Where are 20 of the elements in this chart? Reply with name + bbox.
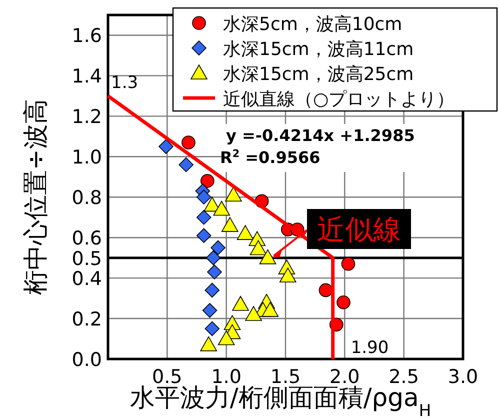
- y-tick-label: 1.2: [72, 106, 102, 128]
- y-axis-title: 桁中心位置÷波高: [21, 99, 50, 295]
- point: [341, 256, 356, 271]
- x-tick-label: 3.0: [448, 366, 478, 388]
- y-tick-label: 0.4: [72, 268, 102, 290]
- legend-label: 水深15cm，波高25cm: [223, 64, 414, 85]
- y-tick-label: 1.4: [72, 66, 102, 88]
- annotation: 1.3: [111, 72, 138, 93]
- y-tick-label: 1.0: [72, 146, 102, 169]
- legend-label: 水深5cm，波高10cm: [223, 14, 402, 35]
- y-tick-label: 0.8: [72, 187, 102, 210]
- annotation: 近似線: [317, 213, 401, 246]
- legend-label: 水深15cm，波高11cm: [223, 39, 414, 60]
- y-tick-label: 0.2: [72, 308, 102, 331]
- y-tick-label: 1.6: [72, 25, 102, 48]
- y-tick-label: 0.0: [72, 349, 102, 371]
- point: [336, 295, 350, 310]
- annotation: 1.90: [350, 338, 389, 358]
- y-tick-label: 0.6: [72, 228, 102, 250]
- y-tick-label: 0.5: [72, 248, 102, 270]
